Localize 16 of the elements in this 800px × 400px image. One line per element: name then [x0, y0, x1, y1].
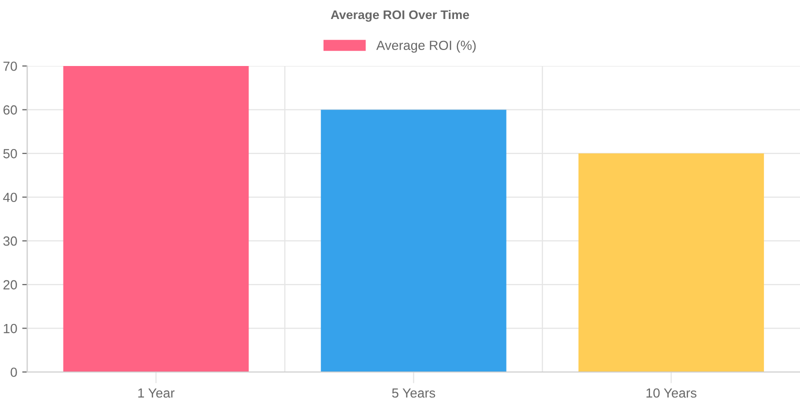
chart-title: Average ROI Over Time — [330, 10, 470, 22]
y-tick-label: 60 — [3, 105, 17, 115]
x-tick-label: 5 Years — [392, 388, 436, 398]
y-tick-label: 70 — [3, 62, 17, 71]
bar — [320, 110, 506, 372]
y-tick-label: 20 — [3, 280, 17, 290]
y-tick-label: 30 — [3, 236, 17, 246]
x-tick-label: 10 Years — [646, 388, 696, 398]
x-tick-label: 1 Year — [138, 388, 174, 398]
bar — [578, 153, 764, 372]
y-tick-label: 40 — [3, 192, 17, 202]
y-tick-label: 50 — [3, 148, 17, 158]
bar — [63, 66, 249, 372]
y-tick-label: 10 — [4, 324, 17, 334]
legend-label: Average ROI (%) — [376, 40, 476, 53]
y-tick-label: 0 — [10, 368, 17, 377]
